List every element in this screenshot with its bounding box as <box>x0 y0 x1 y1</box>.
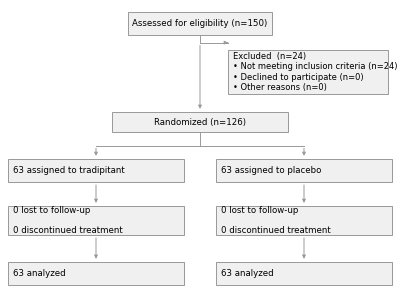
Text: 0 lost to follow-up

0 discontinued treatment: 0 lost to follow-up 0 discontinued treat… <box>221 206 330 235</box>
Text: Assessed for eligibility (n=150): Assessed for eligibility (n=150) <box>132 19 268 28</box>
FancyBboxPatch shape <box>128 12 272 35</box>
Text: 0 lost to follow-up

0 discontinued treatment: 0 lost to follow-up 0 discontinued treat… <box>13 206 122 235</box>
FancyBboxPatch shape <box>216 262 392 285</box>
Text: 63 analyzed: 63 analyzed <box>221 269 274 278</box>
Text: 63 assigned to tradipitant: 63 assigned to tradipitant <box>13 166 124 175</box>
Text: 63 analyzed: 63 analyzed <box>13 269 66 278</box>
FancyBboxPatch shape <box>216 206 392 235</box>
FancyBboxPatch shape <box>228 50 388 94</box>
FancyBboxPatch shape <box>8 262 184 285</box>
FancyBboxPatch shape <box>8 206 184 235</box>
FancyBboxPatch shape <box>8 159 184 182</box>
FancyBboxPatch shape <box>112 112 288 132</box>
Text: Randomized (n=126): Randomized (n=126) <box>154 118 246 126</box>
Text: Excluded  (n=24)
• Not meeting inclusion criteria (n=24)
• Declined to participa: Excluded (n=24) • Not meeting inclusion … <box>233 52 397 92</box>
Text: 63 assigned to placebo: 63 assigned to placebo <box>221 166 321 175</box>
FancyBboxPatch shape <box>216 159 392 182</box>
